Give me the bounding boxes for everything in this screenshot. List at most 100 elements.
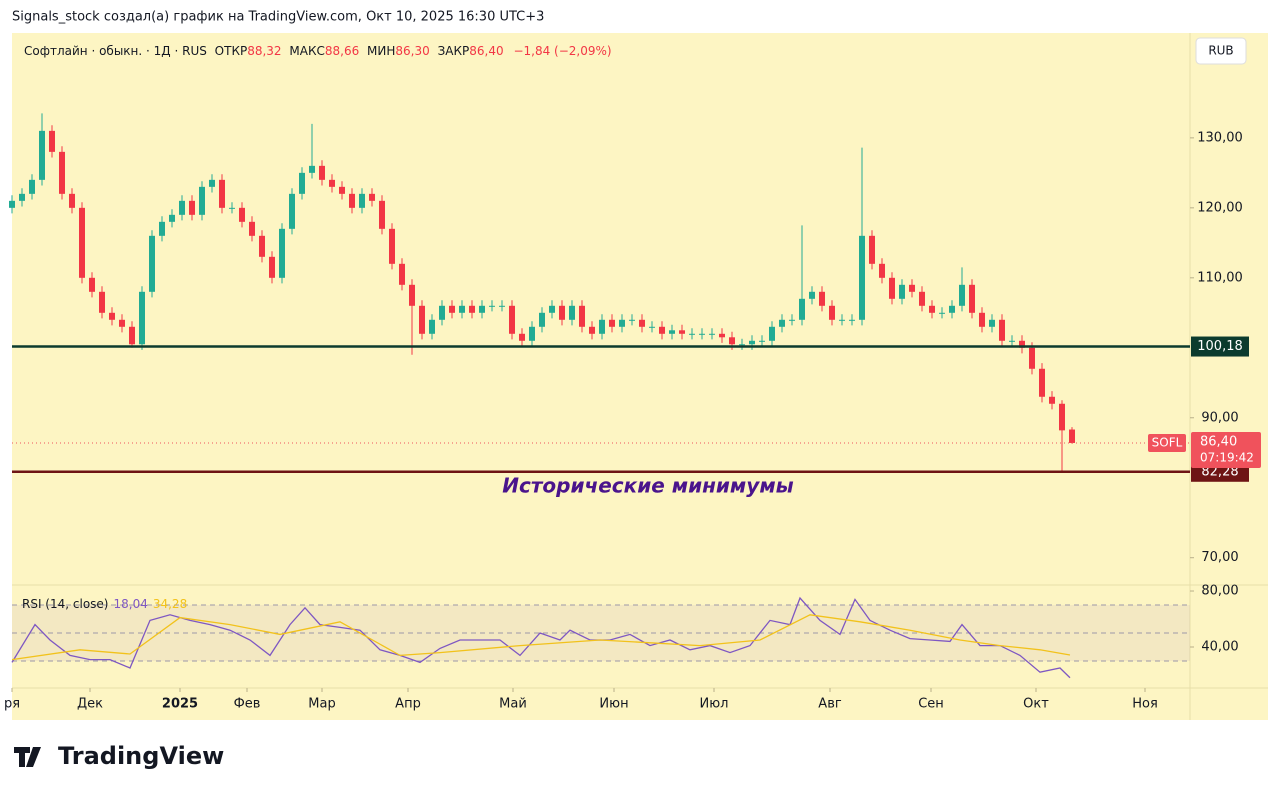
candle-body xyxy=(149,235,155,292)
candle-body xyxy=(929,305,935,313)
candle-body xyxy=(169,214,175,222)
candle-body xyxy=(299,172,305,194)
candle-body xyxy=(849,319,855,321)
candle-body xyxy=(359,193,365,208)
candle-body xyxy=(289,193,295,229)
candle-body xyxy=(1029,347,1035,369)
candle-body xyxy=(409,284,415,306)
candle-body xyxy=(759,340,765,342)
candle-body xyxy=(79,207,85,278)
x-tick-label: Апр xyxy=(395,697,421,712)
candle-body xyxy=(459,305,465,313)
candles xyxy=(9,113,1075,472)
y-tick-label: 120,00 xyxy=(1197,200,1243,215)
x-tick-label: Июл xyxy=(700,697,729,712)
x-tick-label: Сен xyxy=(918,697,944,712)
candle-body xyxy=(39,130,45,180)
y-tick-label: 70,00 xyxy=(1201,550,1238,565)
candle-body xyxy=(329,179,335,187)
candle-body xyxy=(799,298,805,320)
candle-body xyxy=(699,333,705,335)
x-tick-label: Фев xyxy=(234,697,261,712)
candle-body xyxy=(209,179,215,187)
open-label: ОТКР xyxy=(215,44,248,58)
x-tick-label: Мар xyxy=(308,697,335,712)
logo-text: TradingView xyxy=(58,742,224,770)
candle-body xyxy=(249,221,255,236)
candle-body xyxy=(589,326,595,334)
candle-body xyxy=(519,333,525,341)
candle-body xyxy=(859,235,865,320)
candle-body xyxy=(789,319,795,321)
x-tick-label: 2025 xyxy=(162,697,198,712)
rsi-line xyxy=(11,596,1071,679)
high-label: МАКС xyxy=(289,44,324,58)
candle-body xyxy=(949,305,955,313)
candle-body xyxy=(309,165,315,173)
candle-body xyxy=(809,291,815,299)
candle-body xyxy=(779,319,785,327)
candle-body xyxy=(769,326,775,341)
candle-body xyxy=(869,235,875,264)
candle-body xyxy=(189,200,195,215)
candle-body xyxy=(709,333,715,335)
change-value: −1,84 (−2,09%) xyxy=(513,44,611,58)
candle-body xyxy=(159,221,165,236)
candle-body xyxy=(569,305,575,320)
candle-body xyxy=(839,319,845,321)
candle-body xyxy=(69,193,75,208)
high-value: 88,66 xyxy=(325,44,359,58)
x-tick-label: Окт xyxy=(1023,697,1049,712)
x-tick-label: Май xyxy=(499,697,527,712)
candle-body xyxy=(349,193,355,208)
rsi-title: RSI (14, close) xyxy=(22,597,108,611)
candle-body xyxy=(969,284,975,313)
candle-body xyxy=(419,305,425,334)
candle-body xyxy=(109,312,115,320)
close-label: ЗАКР xyxy=(438,44,470,58)
rsi-value: 34,28 xyxy=(153,597,187,611)
candle-body xyxy=(729,337,735,345)
candle-body xyxy=(889,277,895,299)
candle-body xyxy=(179,200,185,215)
level-label: 100,18 xyxy=(1197,339,1243,354)
rsi-value: 18,04 xyxy=(113,597,147,611)
candle-body xyxy=(379,200,385,229)
candle-body xyxy=(979,312,985,327)
currency-button[interactable] xyxy=(1195,37,1247,65)
low-label: МИН xyxy=(367,44,395,58)
candle-body xyxy=(539,312,545,327)
candle-body xyxy=(219,179,225,208)
candle-body xyxy=(99,291,105,313)
candle-body xyxy=(959,284,965,306)
candle-body xyxy=(749,340,755,345)
symbol: Софтлайн · обыкн. · 1Д · RUS xyxy=(24,44,207,58)
candle-body xyxy=(19,193,25,201)
candle-body xyxy=(429,319,435,334)
legend-header: Софтлайн · обыкн. · 1Д · RUS ОТКР88,32 М… xyxy=(24,44,612,58)
y-tick-label: 80,00 xyxy=(1201,584,1238,599)
candle-body xyxy=(909,284,915,292)
candle-body xyxy=(649,326,655,328)
candle-body xyxy=(639,319,645,327)
y-tick-label: 130,00 xyxy=(1197,130,1243,145)
currency[interactable]: RUB xyxy=(1208,44,1233,58)
x-tick-label: Дек xyxy=(77,697,103,712)
candle-body xyxy=(199,186,205,215)
candle-body xyxy=(679,330,685,334)
candle-body xyxy=(89,277,95,292)
candle-body xyxy=(49,130,55,152)
candle-body xyxy=(1059,403,1065,431)
countdown-label: 07:19:42 xyxy=(1200,450,1254,464)
candle-body xyxy=(879,263,885,278)
y-tick-label: 90,00 xyxy=(1201,410,1238,425)
candle-body xyxy=(369,193,375,201)
rsi-line xyxy=(11,614,1071,661)
candle-body xyxy=(319,165,325,180)
low-value: 86,30 xyxy=(395,44,429,58)
candle-body xyxy=(129,326,135,345)
candle-body xyxy=(339,186,345,194)
candle-body xyxy=(399,263,405,285)
candle-body xyxy=(1069,429,1075,443)
